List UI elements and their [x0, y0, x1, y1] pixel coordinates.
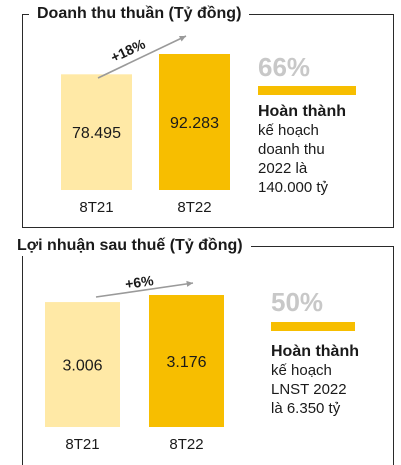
profit-growth-label: +6%: [124, 272, 155, 292]
revenue-growth-arrowhead: [179, 35, 186, 42]
profit-bar: [149, 295, 224, 427]
profit-growth-arrowhead: [186, 280, 193, 287]
revenue-note-line: 140.000 tỷ: [258, 179, 329, 196]
revenue-note-line: 2022 là: [258, 160, 308, 177]
profit-plan-percent: 50%: [271, 287, 324, 317]
revenue-accent-bar: [258, 86, 356, 95]
revenue-growth-arrow: [97, 35, 187, 79]
revenue-bar-value-label: 78.495: [72, 125, 121, 142]
profit-bar-value-label: 3.006: [62, 358, 102, 375]
revenue-category-label: 8T21: [79, 199, 113, 216]
profit-panel: Lợi nhuận sau thuế (Tỷ đồng): [9, 236, 394, 465]
profit-accent-bar: [271, 322, 355, 331]
profit-category-label: 8T21: [65, 436, 99, 453]
profit-category-label: 8T22: [169, 436, 203, 453]
profit-bar-value-label: 3.176: [166, 354, 206, 371]
revenue-bar: [61, 74, 132, 190]
profit-note-line: là 6.350 tỷ: [271, 400, 341, 417]
revenue-panel-title: Doanh thu thuần (Tỷ đồng): [29, 4, 250, 24]
revenue-plan-percent: 66%: [258, 52, 311, 82]
profit-growth-arrow: [95, 282, 194, 298]
revenue-category-label: 8T22: [177, 199, 211, 216]
revenue-bar-value-label: 92.283: [170, 115, 219, 132]
profit-panel-title: Lợi nhuận sau thuế (Tỷ đồng): [9, 236, 251, 256]
revenue-note-heading: Hoàn thành: [258, 103, 346, 120]
revenue-note-line: kế hoạch: [258, 122, 319, 139]
profit-note-line: LNST 2022: [271, 381, 347, 398]
profit-note-line: kế hoạch: [271, 362, 332, 379]
revenue-panel: Doanh thu thuần (Tỷ đồng): [22, 4, 394, 228]
profit-bar: [45, 302, 120, 427]
revenue-note-line: doanh thu: [258, 141, 325, 158]
revenue-bar: [159, 54, 230, 190]
profit-plan-note: Hoàn thành kế hoạch LNST 2022 là 6.350 t…: [271, 342, 359, 418]
revenue-plan-note: Hoàn thành kế hoạch doanh thu 2022 là 14…: [258, 102, 346, 197]
profit-note-heading: Hoàn thành: [271, 343, 359, 360]
